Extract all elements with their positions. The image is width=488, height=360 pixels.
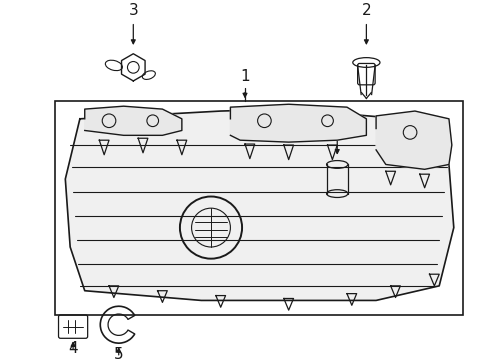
- Polygon shape: [375, 111, 451, 169]
- Text: 2: 2: [361, 3, 370, 18]
- Text: 6: 6: [332, 116, 342, 130]
- Text: 4: 4: [68, 341, 78, 356]
- Text: 1: 1: [240, 69, 249, 84]
- Text: 5: 5: [114, 347, 123, 360]
- Text: 3: 3: [128, 3, 138, 18]
- Polygon shape: [65, 109, 453, 301]
- Bar: [55, 101, 463, 315]
- Polygon shape: [230, 104, 366, 142]
- Polygon shape: [84, 106, 182, 135]
